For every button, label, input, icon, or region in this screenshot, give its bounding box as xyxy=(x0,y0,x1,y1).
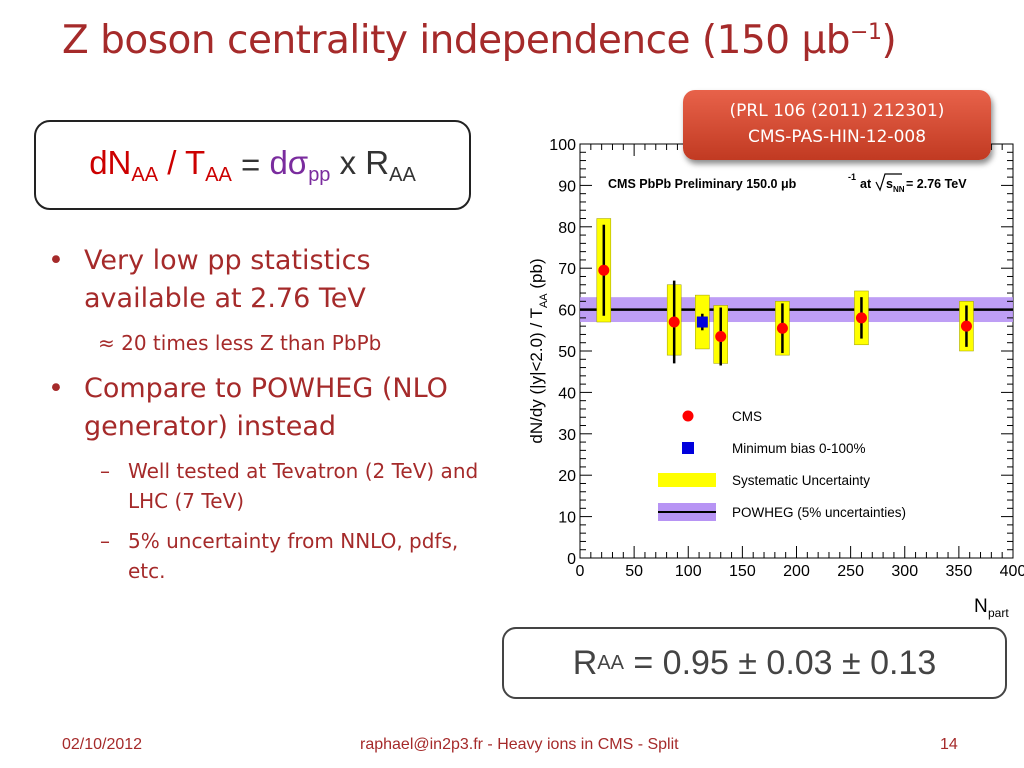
legend-label: Systematic Uncertainty xyxy=(732,473,870,488)
cms-point xyxy=(715,331,727,343)
y-tick-label: 80 xyxy=(558,220,576,237)
chart-header: CMS PbPb Preliminary 150.0 μb xyxy=(608,177,797,191)
formula-dsigma: dσpp xyxy=(269,143,331,186)
reference-line-2: CMS-PAS-HIN-12-008 xyxy=(747,127,927,147)
sub-bullet-item: – Well tested at Tevatron (2 TeV) and LHC… xyxy=(100,459,479,513)
formula-box: dNAA / TAA = dσpp x RAA xyxy=(34,120,471,210)
footer-page-number: 14 xyxy=(940,736,958,753)
x-tick-label: 250 xyxy=(837,563,864,580)
plot-frame xyxy=(579,143,1014,559)
bullet-item: • Compare to POWHEG (NLO generator) inste… xyxy=(48,373,448,442)
y-tick-label: 70 xyxy=(558,261,576,278)
chart-header-sup: -1 xyxy=(848,172,856,182)
x-tick-label: 200 xyxy=(783,563,810,580)
x-tick-label: 50 xyxy=(625,563,643,580)
raa-result-box: R AA = 0.95 ± 0.03 ± 0.13 xyxy=(502,627,1007,699)
y-tick-label: 50 xyxy=(558,344,576,361)
y-tick-label: 100 xyxy=(549,137,576,154)
y-tick-label: 20 xyxy=(558,468,576,485)
y-tick-label: 40 xyxy=(558,385,576,402)
footer-center: raphael@in2p3.fr - Heavy ions in CMS - S… xyxy=(360,736,679,753)
cms-point xyxy=(598,264,610,276)
cms-point xyxy=(960,320,972,332)
x-tick-label: 300 xyxy=(891,563,918,580)
legend-label: Minimum bias 0-100% xyxy=(732,441,866,456)
chart-header-energy: = 2.76 TeV xyxy=(906,177,967,191)
x-tick-label: 0 xyxy=(576,563,585,580)
x-axis-label: N xyxy=(974,596,988,617)
bullet-item: • Very low pp statistics available at 2.7… xyxy=(48,245,371,314)
cms-point xyxy=(776,322,788,334)
legend-cms-marker xyxy=(682,410,694,422)
formula-eq: = xyxy=(231,146,270,183)
legend-minbias-marker xyxy=(682,442,694,454)
cms-point xyxy=(668,316,680,328)
chart-header-nn: NN xyxy=(893,185,905,194)
legend-label: CMS xyxy=(732,409,762,424)
sub-bullet-item: –5% uncertainty from NNLO, pdfs, etc. xyxy=(100,529,459,583)
chart-header-at: at xyxy=(860,177,872,191)
bullet-list: • Very low pp statistics available at 2.7… xyxy=(44,242,484,596)
chart-header-s: s xyxy=(886,177,893,191)
y-tick-label: 0 xyxy=(567,551,576,568)
y-tick-label: 10 xyxy=(558,510,576,527)
slide-title: Z boson centrality independence (150 μb−… xyxy=(62,18,897,63)
z-boson-chart: 0 50 100 150 200 250 300 350 400 0 10 20 30 40 50 60 70 8… xyxy=(527,137,1024,620)
y-axis-label: dN/dy (|y|<2.0) / TAA (pb) xyxy=(527,258,550,443)
cms-point xyxy=(855,312,867,324)
formula-raa: x RAA xyxy=(330,143,416,186)
sqrt-symbol xyxy=(875,173,902,192)
y-tick-label: 30 xyxy=(558,427,576,444)
y-tick-label: 90 xyxy=(558,178,576,195)
x-tick-label: 400 xyxy=(1000,563,1024,580)
x-axis-label-sub: part xyxy=(988,606,1009,620)
sub-bullet-item: ≈ 20 times less Z than PbPb xyxy=(98,331,382,355)
reference-box: (PRL 106 (2011) 212301) CMS-PAS-HIN-12-0… xyxy=(683,90,991,160)
x-tick-label: 100 xyxy=(675,563,702,580)
minbias-point xyxy=(696,316,708,328)
formula-dn: dNAA / TAA xyxy=(89,143,232,186)
legend-label: POWHEG (5% uncertainties) xyxy=(732,505,906,520)
reference-line-1: (PRL 106 (2011) 212301) xyxy=(729,101,945,121)
x-tick-label: 150 xyxy=(729,563,756,580)
footer-date: 02/10/2012 xyxy=(62,736,143,753)
y-tick-label: 60 xyxy=(558,303,576,320)
x-tick-label: 350 xyxy=(946,563,973,580)
legend-sys-marker xyxy=(658,473,716,487)
